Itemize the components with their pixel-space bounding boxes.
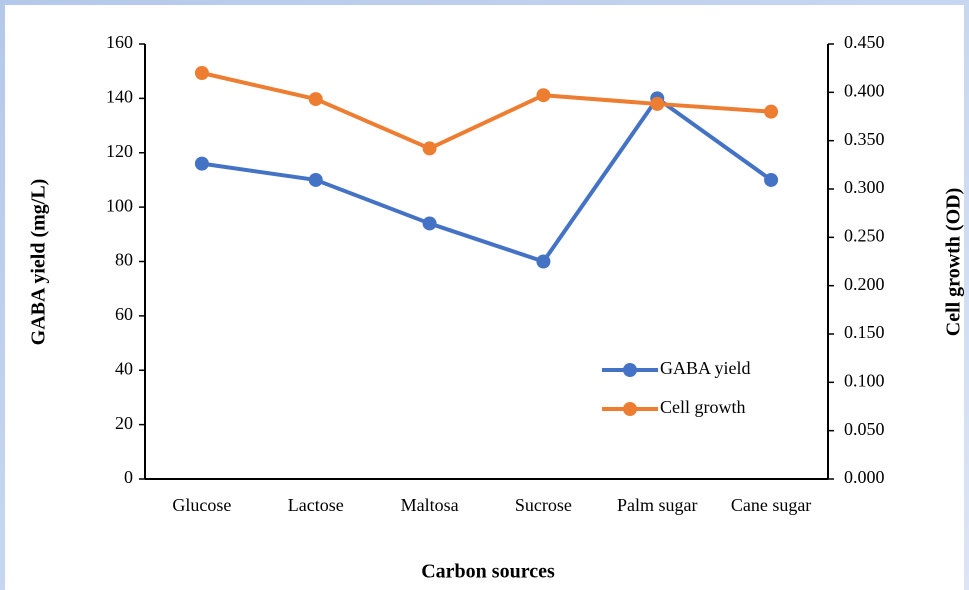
y-tick-label: 80 xyxy=(115,250,133,270)
data-point xyxy=(536,254,551,269)
y2-tick-label: 0.450 xyxy=(844,32,885,52)
y2-tick-label: 0.200 xyxy=(844,274,885,294)
x-tick-label: Palm sugar xyxy=(617,495,698,515)
x-tick-label: Maltosa xyxy=(401,495,459,515)
y2-tick-label: 0.300 xyxy=(844,177,885,197)
y-tick-label: 160 xyxy=(106,32,133,52)
x-tick-label: Cane sugar xyxy=(731,495,811,515)
y2-tick-label: 0.000 xyxy=(844,467,885,487)
y-tick-label: 60 xyxy=(115,304,133,324)
data-point xyxy=(194,66,209,80)
series-line xyxy=(201,96,773,264)
y2-axis-label: Cell growth (OD) xyxy=(943,188,965,337)
data-point xyxy=(650,96,665,111)
legend-label: GABA yield xyxy=(660,358,751,378)
legend-marker xyxy=(623,363,637,377)
y2-tick-label: 0.400 xyxy=(844,80,885,100)
data-point xyxy=(194,156,209,171)
y-tick-label: 120 xyxy=(106,141,133,161)
chart-area xyxy=(5,5,964,590)
data-point xyxy=(536,88,551,103)
data-point xyxy=(308,92,323,107)
y-axis-label: GABA yield (mg/L) xyxy=(28,179,50,346)
y2-tick-label: 0.250 xyxy=(844,225,885,245)
legend-marker xyxy=(623,402,637,416)
data-point xyxy=(422,216,437,231)
y2-tick-label: 0.050 xyxy=(844,419,885,439)
y2-tick-label: 0.150 xyxy=(844,322,885,342)
x-axis-label: Carbon sources xyxy=(421,561,555,583)
data-point xyxy=(308,172,323,187)
x-tick-label: Sucrose xyxy=(515,495,572,515)
data-point xyxy=(764,172,779,187)
legend-label: Cell growth xyxy=(660,397,746,417)
y-tick-label: 100 xyxy=(106,195,133,215)
y-tick-label: 140 xyxy=(106,87,133,107)
data-point xyxy=(422,141,437,156)
y-tick-label: 0 xyxy=(124,467,133,487)
data-point xyxy=(764,104,779,119)
y-tick-label: 40 xyxy=(115,358,133,378)
x-tick-label: Lactose xyxy=(288,495,344,515)
y2-tick-label: 0.350 xyxy=(844,129,885,149)
y-tick-label: 20 xyxy=(115,413,133,433)
x-tick-label: Glucose xyxy=(172,495,231,515)
y2-tick-label: 0.100 xyxy=(844,370,885,390)
series-line xyxy=(201,71,772,151)
